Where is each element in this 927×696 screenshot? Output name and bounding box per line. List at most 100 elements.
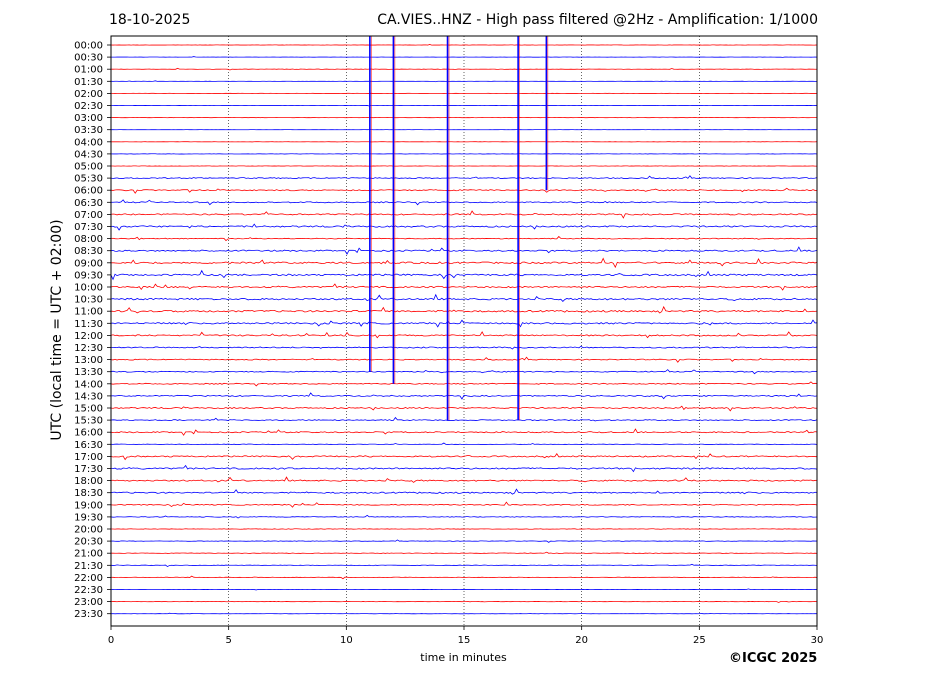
y-tick-label: 06:30 xyxy=(74,198,103,209)
y-tick-label: 03:00 xyxy=(74,113,103,124)
trace-1900 xyxy=(110,501,818,508)
trace-2300 xyxy=(110,601,818,603)
y-tick-label: 01:00 xyxy=(74,65,103,76)
trace-1800 xyxy=(110,476,818,483)
x-tick-label: 30 xyxy=(811,635,824,646)
y-tick-label: 20:00 xyxy=(74,525,103,536)
y-tick-label: 00:30 xyxy=(74,53,103,64)
trace-2330 xyxy=(110,612,818,615)
y-tick-label: 15:30 xyxy=(74,416,103,427)
y-tick-label: 10:30 xyxy=(74,295,103,306)
x-tick-label: 15 xyxy=(458,635,471,646)
y-tick-label: 21:00 xyxy=(74,549,103,560)
y-tick-label: 10:00 xyxy=(74,283,103,294)
y-axis-label: UTC (local time = UTC + 02:00) xyxy=(49,219,65,441)
trace-1100 xyxy=(110,305,818,314)
grid-lines xyxy=(228,36,700,626)
trace-1330 xyxy=(110,369,818,375)
trace-0900 xyxy=(110,257,818,269)
y-tick-label: 19:00 xyxy=(74,500,103,511)
trace-0000 xyxy=(110,44,818,46)
event-layer xyxy=(369,36,549,421)
y-tick-label: 09:30 xyxy=(74,270,103,281)
trace-1400 xyxy=(110,381,818,387)
y-tick-label: 11:30 xyxy=(74,319,103,330)
x-tick-label: 5 xyxy=(225,635,231,646)
x-tick-label: 0 xyxy=(108,635,114,646)
chart-title: CA.VIES..HNZ - High pass filtered @2Hz -… xyxy=(377,12,818,28)
y-tick-label: 11:00 xyxy=(74,307,103,318)
trace-0530 xyxy=(110,175,818,179)
x-tick-label: 20 xyxy=(575,635,588,646)
y-tick-label: 12:00 xyxy=(74,331,103,342)
y-tick-label: 03:30 xyxy=(74,125,103,136)
y-tick-label: 19:30 xyxy=(74,512,103,523)
y-tick-label: 02:30 xyxy=(74,101,103,112)
y-tick-label: 13:00 xyxy=(74,355,103,366)
y-tick-label: 15:00 xyxy=(74,404,103,415)
trace-1630 xyxy=(110,442,818,445)
trace-2100 xyxy=(110,551,818,554)
y-tick-label: 01:30 xyxy=(74,77,103,88)
y-tick-label: 05:30 xyxy=(74,174,103,185)
trace-0630 xyxy=(110,199,818,206)
trace-0130 xyxy=(110,80,818,83)
y-axis: 00:0000:3001:0001:3002:0002:3003:0003:30… xyxy=(74,41,111,620)
trace-2030 xyxy=(110,539,818,543)
y-tick-label: 07:30 xyxy=(74,222,103,233)
trace-1600 xyxy=(110,428,818,436)
x-axis-label: time in minutes xyxy=(420,651,507,664)
y-tick-label: 17:30 xyxy=(74,464,103,475)
trace-0700 xyxy=(110,210,818,219)
y-tick-label: 06:00 xyxy=(74,186,103,197)
trace-2130 xyxy=(110,563,818,568)
trace-0100 xyxy=(110,67,817,71)
y-tick-label: 07:00 xyxy=(74,210,103,221)
trace-1230 xyxy=(110,345,818,350)
trace-1500 xyxy=(110,405,818,412)
trace-layer xyxy=(110,44,818,615)
trace-0230 xyxy=(110,104,818,107)
trace-0930 xyxy=(110,269,818,281)
y-tick-label: 09:00 xyxy=(74,258,103,269)
y-tick-label: 13:30 xyxy=(74,367,103,378)
trace-1200 xyxy=(110,331,818,339)
copyright-notice: ©ICGC 2025 xyxy=(729,651,818,666)
x-tick-label: 25 xyxy=(693,635,706,646)
trace-1930 xyxy=(110,514,818,519)
y-tick-label: 12:30 xyxy=(74,343,103,354)
trace-1000 xyxy=(110,283,817,291)
y-tick-label: 21:30 xyxy=(74,561,103,572)
y-tick-label: 08:30 xyxy=(74,246,103,257)
trace-2000 xyxy=(110,528,818,530)
y-tick-label: 16:30 xyxy=(74,440,103,451)
y-tick-label: 16:00 xyxy=(74,428,103,439)
y-tick-label: 04:00 xyxy=(74,137,103,148)
x-axis-label-wrap: time in minutes xyxy=(0,651,927,664)
y-tick-label: 22:00 xyxy=(74,573,103,584)
date-label: 18-10-2025 xyxy=(109,12,191,28)
x-tick-label: 10 xyxy=(340,635,353,646)
x-axis: 0 5 10 15 20 25 30 xyxy=(108,626,824,646)
trace-1830 xyxy=(110,488,818,495)
trace-1300 xyxy=(110,356,818,363)
trace-0030 xyxy=(111,56,818,58)
y-tick-label: 20:30 xyxy=(74,537,103,548)
trace-1430 xyxy=(110,392,818,400)
y-tick-label: 22:30 xyxy=(74,585,103,596)
trace-1030 xyxy=(110,293,818,302)
trace-1530 xyxy=(110,416,818,422)
y-tick-label: 23:30 xyxy=(74,609,103,620)
y-tick-label: 00:00 xyxy=(74,41,103,52)
trace-0800 xyxy=(110,235,818,242)
y-tick-label: 08:00 xyxy=(74,234,103,245)
y-tick-label: 02:00 xyxy=(74,89,103,100)
trace-0600 xyxy=(110,187,818,194)
y-tick-label: 18:30 xyxy=(74,488,103,499)
y-tick-label: 23:00 xyxy=(74,597,103,608)
trace-2230 xyxy=(110,588,818,591)
trace-0730 xyxy=(110,223,818,231)
trace-1130 xyxy=(110,319,818,328)
y-tick-label: 04:30 xyxy=(74,149,103,160)
trace-2200 xyxy=(110,575,818,580)
